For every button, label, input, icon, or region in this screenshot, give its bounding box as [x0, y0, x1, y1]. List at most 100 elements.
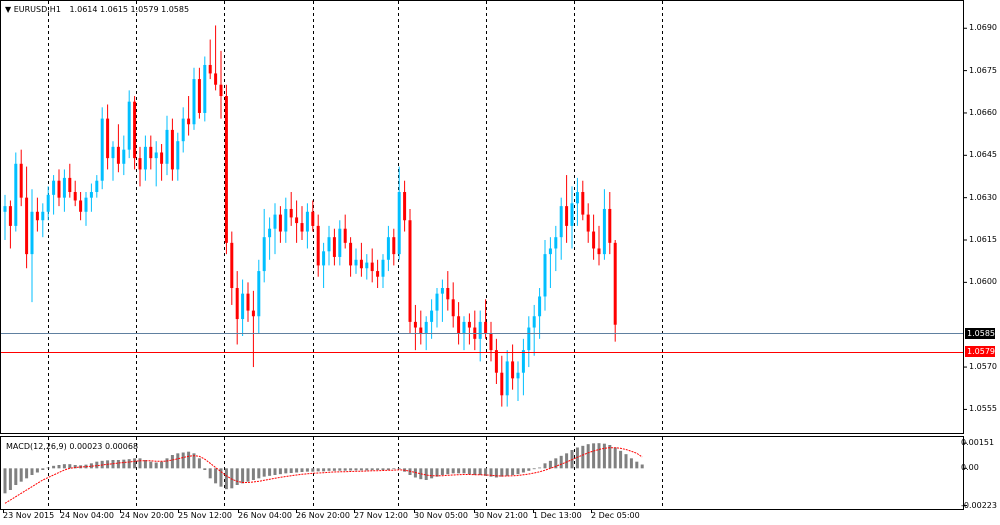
time-axis-label: 27 Nov 12:00 [354, 511, 408, 520]
price-axis-label: 1.0600 [969, 277, 997, 287]
macd-bar [187, 451, 191, 469]
macd-bar [192, 453, 196, 469]
candle-body [122, 149, 126, 164]
candle-body [316, 225, 320, 266]
time-axis-label: 25 Nov 12:00 [178, 511, 232, 520]
macd-bar [538, 467, 542, 469]
candle-body [149, 146, 153, 159]
bid-price-tag: 1.0585 [965, 328, 995, 339]
macd-bar [30, 468, 34, 475]
macd-bar [473, 468, 477, 475]
macd-bar [154, 462, 158, 469]
candle-body [554, 237, 558, 249]
candlestick-series [3, 25, 617, 407]
macd-bar [214, 468, 218, 484]
macd-bar [295, 468, 299, 473]
candle-body [133, 101, 137, 159]
macd-bar [392, 468, 396, 470]
candle-body [305, 211, 309, 232]
candle-body [224, 96, 228, 243]
macd-bar [381, 468, 385, 470]
macd-axis-label: -0.00223 [961, 500, 997, 510]
symbol-menu-icon[interactable]: ▼ [5, 5, 12, 14]
price-axis-label: 1.0570 [969, 362, 997, 372]
macd-bar [322, 468, 326, 472]
macd-bar [386, 468, 390, 470]
macd-bar [181, 452, 185, 469]
macd-bar [289, 468, 293, 473]
price-axis-label: 1.0555 [969, 404, 997, 414]
macd-bar [424, 468, 428, 480]
candle-body [521, 350, 525, 373]
macd-signal-line [4, 447, 643, 504]
candle-body [349, 242, 353, 266]
macd-bar [3, 468, 7, 494]
macd-bar [597, 443, 601, 469]
candle-body [73, 192, 77, 201]
candle-body [386, 237, 390, 260]
macd-bar [41, 468, 45, 470]
candle-body [430, 310, 434, 322]
candle-body [187, 118, 191, 125]
macd-bar [430, 468, 434, 479]
macd-bar [284, 468, 288, 474]
macd-bar [565, 453, 569, 469]
candle-body [602, 208, 606, 255]
candle-body [230, 242, 234, 289]
candle-body [89, 192, 93, 198]
candle-body [79, 200, 83, 212]
candle-body [559, 206, 563, 238]
macd-bar [446, 468, 450, 475]
macd-bar [613, 447, 617, 469]
candle-body [138, 158, 142, 170]
candle-body [160, 152, 164, 164]
candle-body [219, 84, 223, 97]
candle-body [52, 180, 56, 195]
macd-bar [521, 468, 525, 473]
macd-bar [602, 443, 606, 469]
macd-bar [62, 464, 66, 469]
ohlc-values: 1.0614 1.0615 1.0579 1.0585 [69, 5, 190, 14]
macd-bar [640, 464, 644, 469]
candle-body [235, 288, 239, 320]
macd-bar [592, 443, 596, 469]
macd-bar [300, 468, 304, 472]
symbol-label[interactable]: EURUSD,H1 [13, 5, 61, 14]
macd-bar [484, 468, 488, 476]
time-axis-label: 24 Nov 04:00 [60, 511, 114, 520]
candle-body [538, 296, 542, 317]
macd-bar [246, 468, 250, 482]
macd-bar [543, 463, 547, 469]
candle-body [251, 310, 255, 317]
time-axis-label: 30 Nov 05:00 [414, 511, 468, 520]
macd-bar [586, 444, 590, 469]
price-axis-label: 1.0690 [969, 23, 997, 33]
macd-bar [478, 468, 482, 475]
candle-body [192, 79, 196, 125]
macd-bar [203, 468, 207, 470]
macd-bar [14, 468, 18, 485]
candle-body [586, 214, 590, 232]
macd-bar [489, 468, 493, 477]
candle-body [597, 248, 601, 255]
main-chart-border [0, 0, 964, 434]
macd-bar [349, 468, 353, 471]
candle-body [608, 208, 612, 243]
candle-body [511, 361, 515, 379]
candle-body [111, 146, 115, 159]
candle-body [478, 321, 482, 339]
candle-body [35, 211, 39, 221]
candle-body [327, 237, 331, 252]
candle-body [565, 206, 569, 226]
candle-body [143, 146, 147, 170]
macd-bar [52, 465, 56, 469]
candle-body [489, 333, 493, 351]
candle-body [14, 163, 18, 226]
macd-bar [262, 468, 266, 477]
macd-bar [635, 461, 639, 469]
candle-body [494, 350, 498, 373]
macd-bar [619, 450, 623, 469]
time-axis-label: 26 Nov 20:00 [296, 511, 350, 520]
